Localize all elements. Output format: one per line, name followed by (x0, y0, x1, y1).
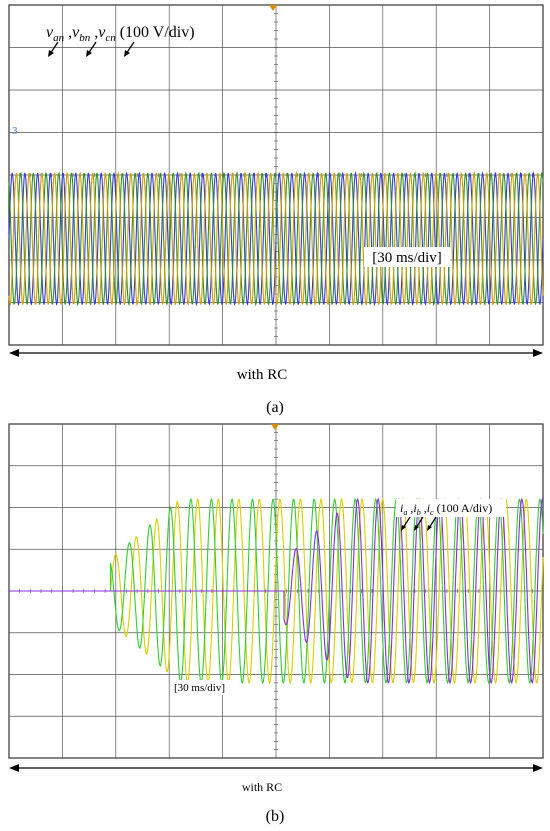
panel-b-trigger-marker (271, 424, 279, 430)
panel-a-time-label: [30 ms/div] (372, 250, 442, 266)
waveform-series-2 (8, 171, 544, 307)
panel-b-caption: (b) (266, 808, 285, 825)
panel-a-span-arrow (9, 349, 543, 357)
panel-a-waveforms (8, 171, 544, 307)
channel-marker: 3 (12, 125, 18, 137)
panel-b-span-label: with RC (242, 780, 282, 794)
waveform-series-0 (8, 171, 544, 307)
panel-b-trace-label: ia ,ib ,ic (100 A/div) (400, 501, 492, 517)
panel-b-chart: ia ,ib ,ic (100 A/div) [30 ms/div] (8, 423, 544, 759)
panel-b-span-arrow (9, 764, 543, 772)
waveform-series-1 (9, 497, 544, 685)
panel-a-caption: (a) (266, 399, 284, 416)
waveform-series-1 (8, 171, 544, 307)
waveform-series-0 (9, 497, 544, 685)
panel-a-chart: 3 van ,vbn ,vcn (100 V/div) [30 ms/div] (8, 4, 544, 346)
panel-a-span-label: with RC (237, 367, 287, 383)
panel-a-trace-label: van ,vbn ,vcn (100 V/div) (46, 24, 195, 44)
panel-b-time-label: [30 ms/div] (174, 682, 225, 694)
panel-a-trigger-marker (269, 5, 277, 11)
